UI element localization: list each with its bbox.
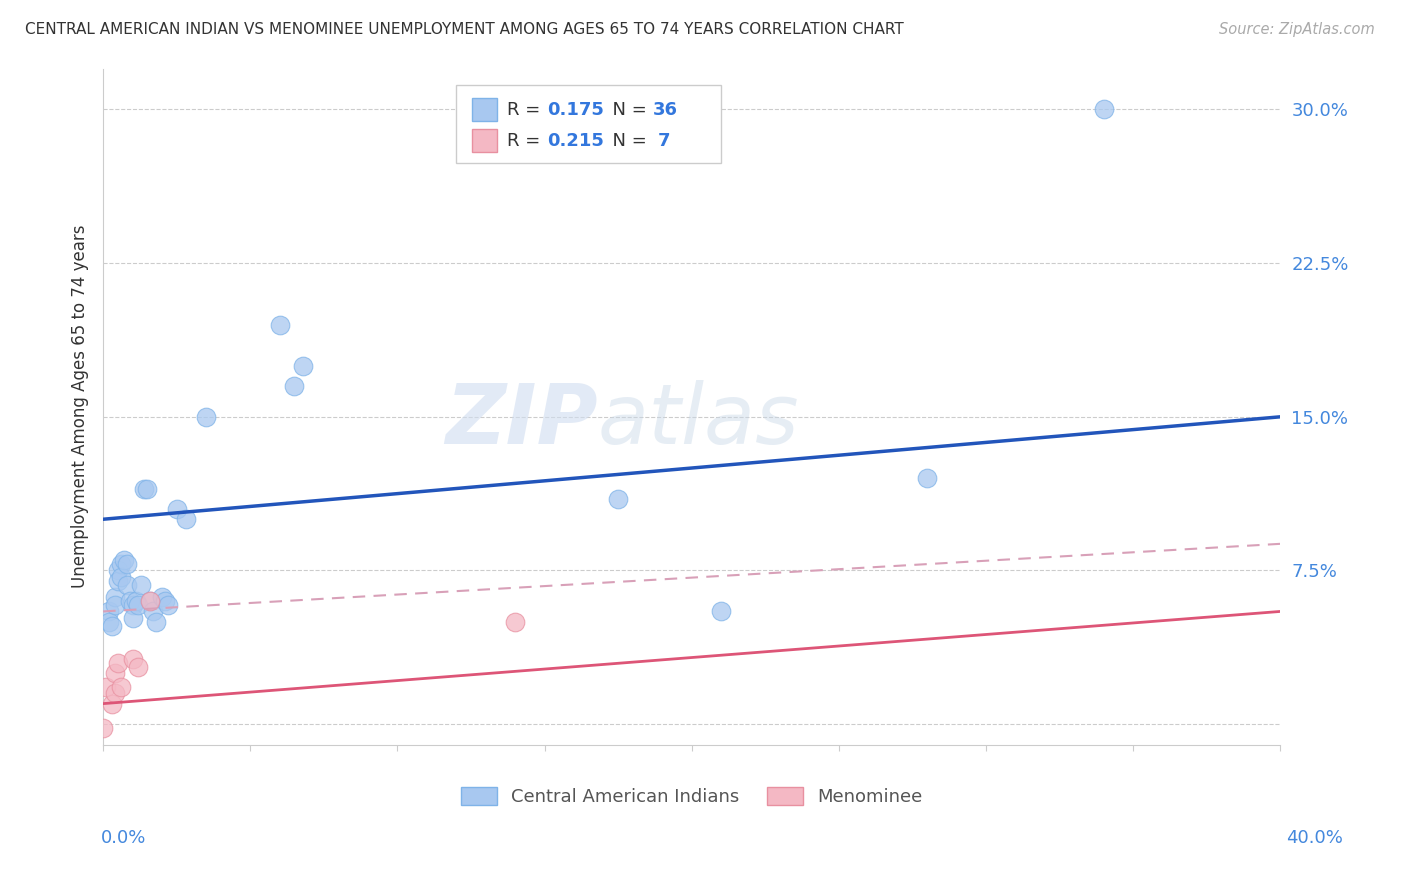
Point: [112, 553, 135, 567]
Point: [110, 569, 132, 583]
Point: [107, 564, 129, 578]
Point: [134, 482, 156, 496]
Point: [94, 680, 117, 694]
Point: [142, 604, 165, 618]
FancyBboxPatch shape: [471, 129, 498, 152]
Point: [153, 594, 176, 608]
Text: CENTRAL AMERICAN INDIAN VS MENOMINEE UNEMPLOYMENT AMONG AGES 65 TO 74 YEARS CORR: CENTRAL AMERICAN INDIAN VS MENOMINEE UNE…: [25, 22, 904, 37]
Point: [118, 594, 141, 608]
Y-axis label: Unemployment Among Ages 65 to 74 years: Unemployment Among Ages 65 to 74 years: [72, 225, 89, 589]
Text: R =: R =: [508, 101, 546, 119]
Text: 36: 36: [652, 101, 678, 119]
Point: [98, 615, 121, 629]
Point: [139, 594, 162, 608]
Point: [127, 599, 149, 613]
Point: [107, 656, 129, 670]
Point: [139, 594, 162, 608]
Point: [503, 615, 526, 629]
Point: [292, 359, 315, 373]
Point: [104, 665, 127, 680]
Point: [121, 599, 143, 613]
Point: [91, 721, 114, 735]
Point: [115, 578, 138, 592]
FancyBboxPatch shape: [471, 98, 498, 120]
Point: [150, 590, 173, 604]
Text: atlas: atlas: [598, 380, 799, 460]
Point: [915, 471, 938, 485]
Text: 7: 7: [658, 132, 671, 150]
Point: [101, 619, 124, 633]
Point: [104, 599, 127, 613]
Point: [136, 482, 159, 496]
Text: 40.0%: 40.0%: [1286, 829, 1343, 847]
Point: [156, 599, 179, 613]
Text: 0.0%: 0.0%: [101, 829, 146, 847]
Point: [710, 604, 733, 618]
Text: Source: ZipAtlas.com: Source: ZipAtlas.com: [1219, 22, 1375, 37]
Point: [110, 680, 132, 694]
Point: [107, 574, 129, 588]
Point: [269, 318, 291, 332]
Point: [101, 697, 124, 711]
Point: [121, 651, 143, 665]
Point: [283, 379, 305, 393]
Point: [104, 590, 127, 604]
Point: [145, 615, 167, 629]
Point: [131, 578, 153, 592]
FancyBboxPatch shape: [457, 86, 721, 163]
Text: N =: N =: [602, 132, 652, 150]
Text: 0.215: 0.215: [547, 132, 603, 150]
Point: [607, 491, 630, 506]
Point: [110, 558, 132, 572]
Text: N =: N =: [602, 101, 652, 119]
Text: ZIP: ZIP: [444, 380, 598, 460]
Legend: Central American Indians, Menominee: Central American Indians, Menominee: [454, 780, 929, 814]
Point: [174, 512, 197, 526]
Point: [98, 604, 121, 618]
Point: [115, 558, 138, 572]
Text: 0.175: 0.175: [547, 101, 603, 119]
Point: [166, 502, 188, 516]
Point: [121, 610, 143, 624]
Point: [124, 594, 146, 608]
Point: [195, 409, 218, 424]
Point: [127, 659, 149, 673]
Text: R =: R =: [508, 132, 546, 150]
Point: [104, 686, 127, 700]
Point: [1092, 103, 1115, 117]
